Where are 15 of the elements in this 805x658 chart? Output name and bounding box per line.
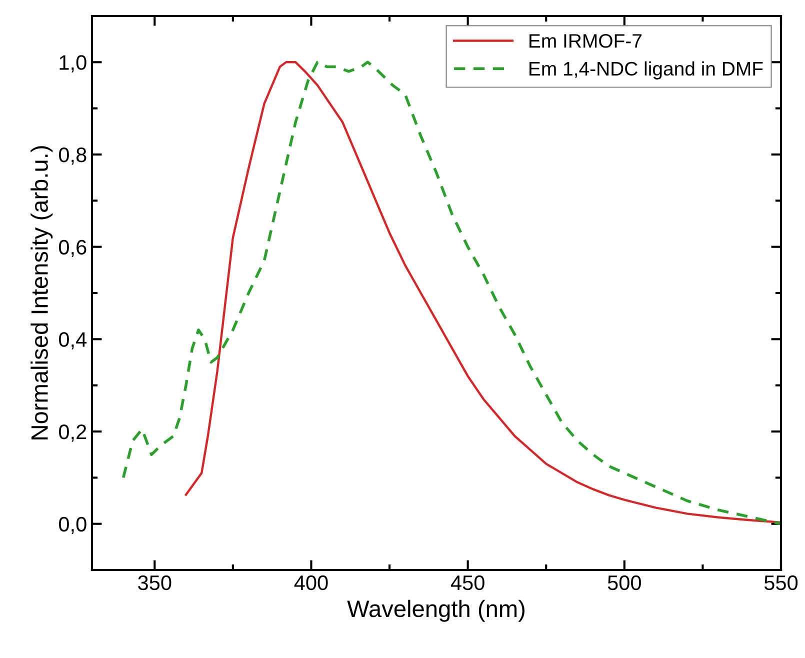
y-tick-label: 0,8 [58, 148, 86, 165]
x-tick-label: 450 [450, 575, 484, 590]
x-tick-label: 500 [608, 575, 641, 590]
x-tick-label: 550 [764, 575, 798, 590]
y-axis-title: Normalised Intensity (arb.u.) [30, 146, 53, 440]
y-tick-label: 0,2 [58, 424, 86, 442]
x-tick-label: 350 [138, 575, 172, 590]
legend-label: Em IRMOF-7 [530, 34, 642, 48]
y-tick-label: 0,4 [58, 332, 87, 350]
y-tick-label: 0,6 [58, 240, 86, 258]
y-tick-label: 0,0 [58, 516, 86, 534]
x-tick-label: 400 [294, 575, 328, 590]
legend-label: Em 1,4-NDC ligand in DMF [530, 61, 763, 80]
y-tick-label: 1,0 [60, 55, 86, 72]
x-axis-title: Wavelength (nm) [347, 600, 524, 622]
